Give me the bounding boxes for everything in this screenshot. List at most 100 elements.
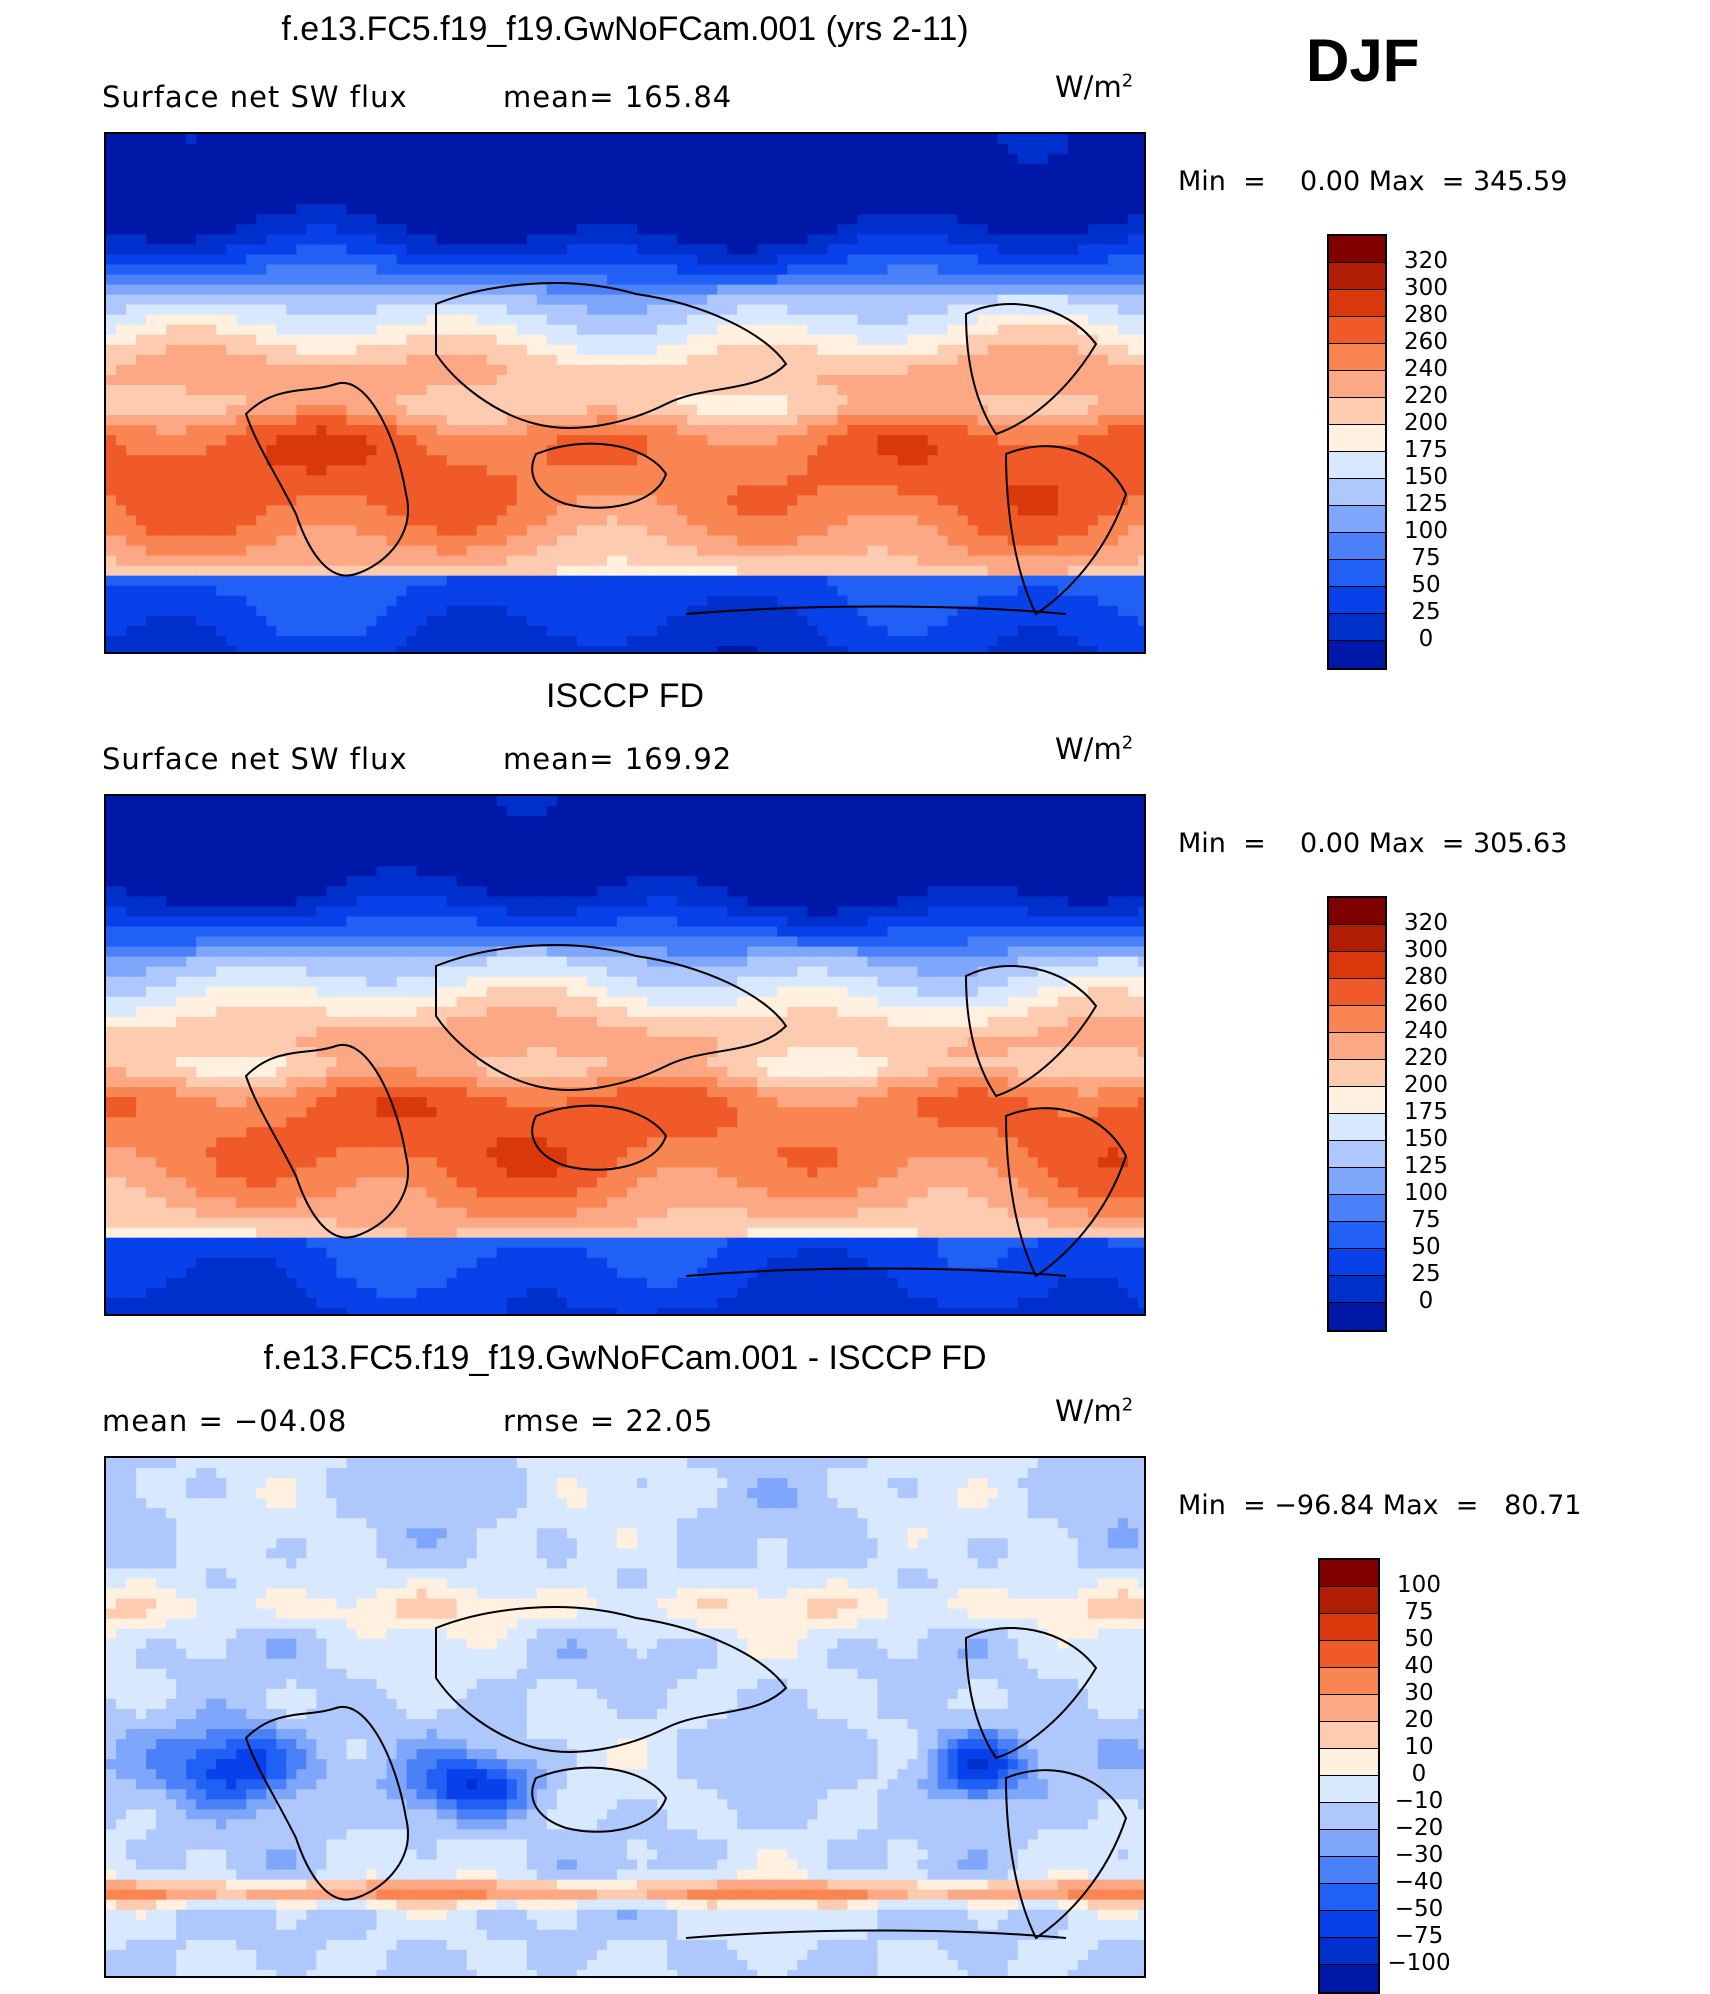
contour-cell [556,415,568,426]
contour-cell [426,324,438,336]
contour-cell [396,144,408,155]
contour-cell [977,555,989,567]
contour-cell [366,425,378,436]
contour-cell [436,595,448,607]
contour-cell [496,384,508,396]
contour-cell [536,354,548,366]
contour-cell [947,314,959,326]
contour-cell [707,134,718,145]
contour-cell [1137,194,1144,205]
contour-cell [306,364,317,376]
contour-cell [586,415,598,426]
contour-cell [717,244,728,256]
contour-cell [326,364,338,376]
contour-cell [236,264,247,276]
contour-cell [586,455,598,466]
contour-cell [977,595,989,607]
contour-cell [306,294,317,306]
contour-cell [196,294,207,306]
contour-cell [857,274,869,286]
contour-cell [657,334,668,346]
contour-cell [737,294,748,306]
contour-cell [827,535,838,547]
contour-cell [196,264,207,276]
contour-cell [907,525,919,537]
contour-cell [897,144,909,155]
contour-cell [927,605,939,617]
contour-cell [1017,465,1029,476]
contour-cell [967,274,979,286]
contour-cell [747,274,758,286]
contour-cell [957,244,969,256]
contour-cell [546,415,558,426]
contour-cell [586,154,598,165]
contour-cell [1037,184,1049,195]
contour-cell [446,525,458,537]
contour-cell [306,515,317,527]
contour-cell [226,515,237,527]
contour-cell [146,314,157,326]
contour-cell [707,565,718,577]
contour-cell [526,384,538,396]
contour-cell [1097,565,1109,577]
contour-cell [466,264,478,276]
contour-cell [346,354,358,366]
contour-cell [286,515,297,527]
contour-cell [356,374,368,386]
contour-cell [436,324,448,336]
contour-cell [166,174,177,185]
contour-cell [596,244,608,256]
contour-cell [647,525,658,537]
contour-cell [907,565,919,577]
contour-cell [717,284,728,296]
contour-cell [1037,425,1049,436]
contour-cell [637,244,648,256]
contour-cell [236,445,247,456]
contour-cell [316,605,328,617]
contour-cell [486,384,498,396]
contour-cell [326,605,338,617]
contour-cell [576,174,588,185]
contour-cell [847,505,859,517]
contour-cell [937,334,949,346]
contour-cell [386,214,398,225]
contour-cell [456,264,468,276]
contour-cell [116,585,127,597]
contour-cell [867,134,879,145]
contour-cell [1097,264,1109,276]
contour-cell [616,384,628,396]
contour-cell [887,465,899,476]
contour-cell [526,405,538,416]
contour-cell [917,575,929,587]
contour-cell [596,254,608,266]
contour-cell [376,535,388,547]
contour-cell [1137,204,1144,215]
contour-cell [837,344,849,356]
contour-cell [596,435,608,446]
contour-cell [777,194,788,205]
contour-cell [246,545,257,557]
contour-cell [947,374,959,386]
contour-cell [1017,535,1029,547]
contour-cell [596,605,608,617]
contour-cell [1097,395,1109,406]
contour-cell [526,214,538,225]
contour-cell [196,374,207,386]
contour-cell [637,294,648,306]
contour-cell [486,525,498,537]
contour-cell [677,204,688,215]
contour-cell [206,314,217,326]
contour-cell [937,264,949,276]
contour-cell [196,154,207,165]
contour-cell [1057,154,1069,165]
contour-cell [126,304,137,316]
contour-cell [276,234,287,246]
contour-cell [116,314,127,326]
contour-cell [627,164,638,175]
contour-cell [356,515,368,527]
contour-cell [1017,505,1029,517]
contour-cell [126,405,137,416]
contour-cell [326,154,338,165]
contour-cell [606,465,618,476]
contour-cell [156,525,167,537]
